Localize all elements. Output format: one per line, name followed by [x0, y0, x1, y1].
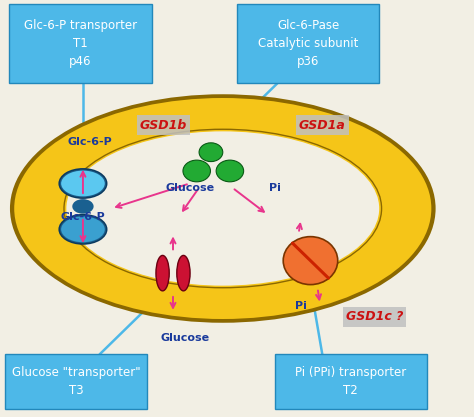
Ellipse shape	[156, 255, 169, 291]
FancyBboxPatch shape	[237, 4, 379, 83]
Text: GSD1a: GSD1a	[299, 118, 346, 132]
Text: Pi: Pi	[269, 183, 281, 193]
Ellipse shape	[66, 131, 379, 286]
Text: Glc-6-P: Glc-6-P	[61, 212, 105, 222]
Text: GSD1b: GSD1b	[140, 118, 187, 132]
Ellipse shape	[72, 199, 93, 214]
Text: Pi (PPi) transporter
T2: Pi (PPi) transporter T2	[295, 366, 406, 397]
Text: Glc-6-P transporter
T1
p46: Glc-6-P transporter T1 p46	[24, 19, 137, 68]
Text: Glc-6-P: Glc-6-P	[68, 137, 112, 147]
Ellipse shape	[199, 143, 223, 161]
Text: Glc-6-Pase
Catalytic subunit
p36: Glc-6-Pase Catalytic subunit p36	[258, 19, 358, 68]
Ellipse shape	[183, 160, 210, 182]
Ellipse shape	[283, 237, 337, 284]
Text: Pi: Pi	[295, 301, 307, 311]
Text: GSD1c ?: GSD1c ?	[346, 310, 403, 324]
Text: Glucose: Glucose	[160, 333, 210, 343]
Ellipse shape	[14, 98, 431, 319]
FancyBboxPatch shape	[5, 354, 147, 409]
Ellipse shape	[216, 160, 244, 182]
Ellipse shape	[60, 170, 105, 197]
Text: Glucose "transporter"
T3: Glucose "transporter" T3	[11, 366, 140, 397]
Text: Glucose: Glucose	[165, 183, 214, 193]
Ellipse shape	[177, 255, 190, 291]
Ellipse shape	[60, 216, 105, 243]
FancyBboxPatch shape	[275, 354, 427, 409]
FancyBboxPatch shape	[9, 4, 152, 83]
Ellipse shape	[10, 94, 436, 323]
